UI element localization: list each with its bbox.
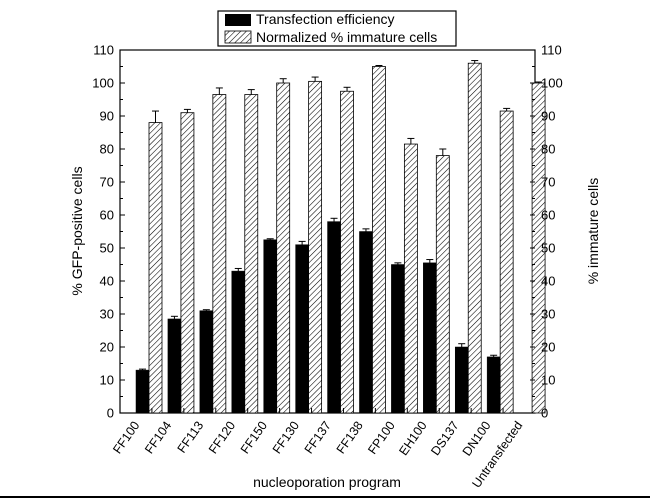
x-tick-label: FF138 bbox=[334, 419, 366, 457]
bar-transfection-efficiency bbox=[423, 262, 437, 414]
bar-transfection-efficiency bbox=[359, 231, 373, 414]
error-bars bbox=[139, 60, 543, 371]
x-tick-label: DS137 bbox=[428, 419, 461, 458]
left-tick-label: 40 bbox=[100, 274, 114, 289]
left-tick-label: 0 bbox=[107, 406, 114, 421]
left-tick-label: 70 bbox=[100, 175, 114, 190]
right-tick-label: 40 bbox=[541, 274, 555, 289]
x-tick-label: FF130 bbox=[270, 419, 302, 457]
right-tick-label: 60 bbox=[541, 208, 555, 223]
x-tick-label: FF100 bbox=[110, 419, 142, 457]
legend-swatch-transfection bbox=[225, 14, 251, 26]
y-axis-right-title: % immature cells bbox=[585, 178, 601, 285]
bar-transfection-efficiency bbox=[231, 270, 246, 414]
left-tick-label: 90 bbox=[100, 109, 114, 124]
right-tick-label: 10 bbox=[541, 373, 555, 388]
bar-transfection-efficiency bbox=[327, 221, 341, 414]
x-axis-title: nucleoporation program bbox=[253, 474, 401, 490]
right-tick-label: 50 bbox=[541, 241, 555, 256]
x-tick-label: FF120 bbox=[206, 419, 238, 457]
bar-immature-cells bbox=[372, 66, 386, 414]
bar-transfection-efficiency bbox=[167, 318, 182, 414]
left-axis-tick-labels: 0 10 20 30 40 50 60 70 80 90 100 110 bbox=[92, 43, 114, 421]
bar-transfection-efficiency bbox=[454, 346, 469, 414]
bar-immature-cells bbox=[467, 62, 482, 414]
right-tick-label: 90 bbox=[541, 109, 555, 124]
x-tick-label: FP100 bbox=[365, 419, 398, 457]
left-tick-label: 60 bbox=[100, 208, 114, 223]
bar-immature-cells bbox=[435, 155, 450, 414]
right-tick-label: 80 bbox=[541, 142, 555, 157]
bar-transfection-efficiency bbox=[295, 244, 309, 414]
axis-ticks bbox=[120, 49, 535, 414]
x-tick-label: EH100 bbox=[396, 419, 429, 458]
left-tick-label: 30 bbox=[100, 307, 114, 322]
x-tick-label: DN100 bbox=[460, 419, 494, 459]
right-axis-tick-labels: 0 10 20 30 40 50 60 70 80 90 100 110 bbox=[541, 43, 563, 421]
right-tick-label: 20 bbox=[541, 340, 555, 355]
bar-immature-cells bbox=[212, 94, 227, 414]
left-tick-label: 80 bbox=[100, 142, 114, 157]
bar-immature-cells bbox=[180, 112, 195, 414]
right-tick-label: 110 bbox=[541, 43, 562, 58]
bar-transfection-efficiency bbox=[199, 310, 214, 414]
left-tick-label: 110 bbox=[93, 43, 114, 58]
legend-swatch-immature bbox=[224, 30, 252, 44]
bar-immature-cells bbox=[308, 80, 323, 414]
bar-immature-cells bbox=[276, 82, 291, 414]
x-tick-label: FF104 bbox=[142, 419, 174, 457]
y-axis-left-title: % GFP-positive cells bbox=[69, 166, 85, 295]
bar-transfection-efficiency bbox=[135, 369, 150, 414]
legend-label-immature: Normalized % immature cells bbox=[256, 29, 437, 45]
left-tick-label: 50 bbox=[100, 241, 114, 256]
right-tick-label: 70 bbox=[541, 175, 555, 190]
bar-immature-cells bbox=[340, 90, 354, 414]
bottom-divider bbox=[0, 496, 650, 498]
bar-immature-cells bbox=[244, 94, 259, 414]
right-tick-label: 100 bbox=[541, 76, 563, 91]
bars bbox=[135, 62, 546, 414]
bar-immature-cells bbox=[148, 122, 163, 414]
bar-transfection-efficiency bbox=[263, 239, 277, 414]
x-tick-label: FF150 bbox=[238, 419, 270, 457]
left-tick-label: 10 bbox=[100, 373, 114, 388]
left-tick-label: 100 bbox=[92, 76, 114, 91]
bar-immature-cells bbox=[403, 143, 418, 414]
right-tick-label: 0 bbox=[541, 406, 548, 421]
bar-transfection-efficiency bbox=[486, 356, 501, 414]
bar-transfection-efficiency bbox=[391, 264, 405, 414]
x-tick-label: FF113 bbox=[175, 419, 207, 456]
bar-immature-cells bbox=[499, 110, 514, 414]
legend: Transfection efficiency Normalized % imm… bbox=[217, 10, 457, 47]
x-tick-label: FF137 bbox=[302, 419, 334, 457]
legend-label-transfection: Transfection efficiency bbox=[256, 11, 395, 27]
right-tick-label: 30 bbox=[541, 307, 555, 322]
legend-box bbox=[217, 10, 457, 47]
left-tick-label: 20 bbox=[100, 340, 114, 355]
